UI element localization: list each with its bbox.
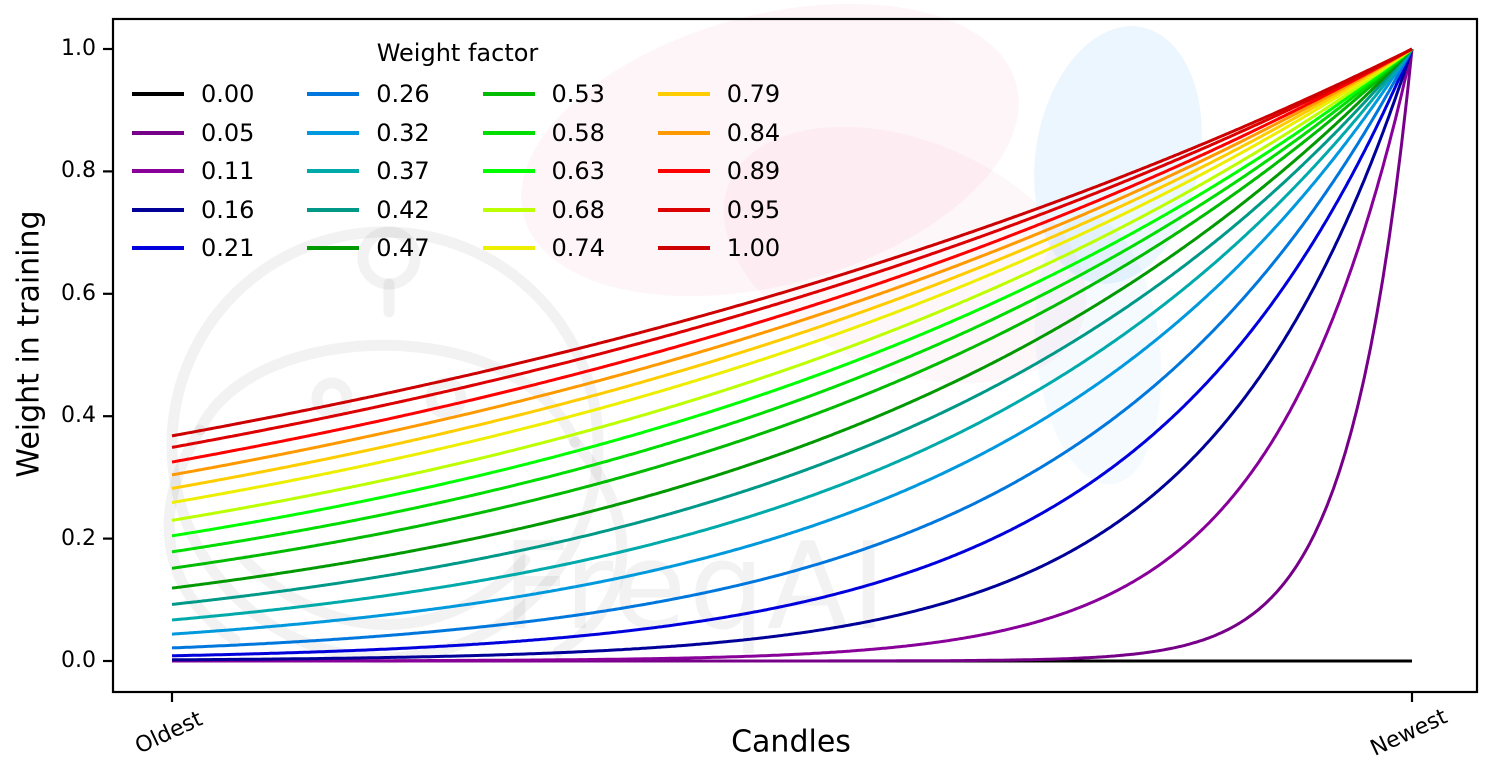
legend-swatch <box>132 92 184 97</box>
legend-entry-label: 0.53 <box>551 80 605 109</box>
legend-entry: 0.68 <box>482 191 608 230</box>
legend-entry: 0.05 <box>132 114 257 153</box>
legend-entry-label: 0.42 <box>376 195 430 224</box>
legend-entry: 0.42 <box>307 191 432 230</box>
x-axis-label: Candles <box>731 724 851 760</box>
legend-swatch <box>132 130 184 135</box>
legend-entry-label: 0.58 <box>551 118 605 147</box>
legend-swatch <box>482 92 535 97</box>
axes-spines <box>111 17 1479 694</box>
y-tick-label: 1.0 <box>61 36 96 61</box>
curve-0.58 <box>171 47 1413 554</box>
legend-entry: 0.32 <box>307 114 432 153</box>
watermark-text: FreqAI <box>502 518 888 657</box>
curve-0.26 <box>171 48 1414 650</box>
legend-swatch <box>307 92 360 97</box>
legend-entry-label: 0.89 <box>726 157 781 186</box>
y-tick-label: 0.2 <box>61 525 96 551</box>
curve-0.95 <box>171 47 1413 449</box>
legend-entry-label: 1.00 <box>726 234 781 263</box>
legend-entry: 0.95 <box>657 191 783 230</box>
y-tick-label: 0.4 <box>61 403 96 429</box>
curve-0.47 <box>171 47 1414 590</box>
legend-entry: 0.58 <box>482 114 608 153</box>
tick-marks <box>103 47 1414 702</box>
curve-0.42 <box>171 48 1414 606</box>
watermark: FreqAI <box>163 3 1202 664</box>
legend-swatch <box>657 246 710 251</box>
legend-swatch <box>657 169 710 174</box>
y-tick-label: 0.0 <box>61 648 96 673</box>
curve-0.53 <box>171 47 1414 570</box>
legend-swatch <box>132 246 184 251</box>
legend-entry: 0.47 <box>307 229 432 268</box>
legend-swatch <box>307 130 360 135</box>
watermark-petal-pink <box>521 3 1019 297</box>
curve-0.63 <box>171 47 1413 538</box>
legend-swatch <box>657 130 710 135</box>
curve-0.84 <box>171 47 1413 477</box>
legend-entry: 0.53 <box>482 75 608 114</box>
axes-group <box>103 17 1479 702</box>
legend-swatch <box>657 92 710 97</box>
legend-swatch <box>132 169 184 174</box>
legend-entry-label: 0.74 <box>551 234 605 263</box>
legend-entry-label: 0.95 <box>726 195 781 224</box>
legend-entry-label: 0.68 <box>551 195 605 224</box>
legend-swatch <box>482 207 535 212</box>
y-tick-label: 0.8 <box>61 158 96 184</box>
legend-entry-label: 0.32 <box>376 118 430 147</box>
legend-entry-label: 0.47 <box>376 234 430 263</box>
legend-swatch <box>482 130 535 135</box>
legend-entry: 0.00 <box>132 75 257 114</box>
legend-grid: 0.00 0.05 0.11 0.16 0.21 0.26 0.32 0.37 0.42 0.47… <box>132 75 783 268</box>
y-axis-label: Weight in training <box>11 210 47 478</box>
curve-0.74 <box>171 47 1413 505</box>
legend-entry-label: 0.37 <box>376 157 430 186</box>
legend-swatch <box>307 169 360 174</box>
curve-0.32 <box>171 48 1414 636</box>
curve-0.21 <box>171 48 1414 658</box>
legend-entry-label: 0.16 <box>201 195 255 224</box>
y-tick-label: 0.6 <box>61 280 96 306</box>
curve-0.16 <box>172 48 1414 662</box>
legend-entry: 0.63 <box>482 152 608 191</box>
legend: Weight factor 0.00 0.05 0.11 0.16 0.21 0.26 0.… <box>132 38 783 268</box>
legend-entry: 0.11 <box>132 152 257 191</box>
legend-entry-label: 0.00 <box>201 80 255 109</box>
legend-entry: 0.84 <box>657 114 783 153</box>
legend-swatch <box>482 169 535 174</box>
legend-swatch <box>657 207 710 212</box>
legend-entry: 0.89 <box>657 152 783 191</box>
legend-title: Weight factor <box>376 39 539 67</box>
legend-entry-label: 0.26 <box>376 80 430 109</box>
curve-0.37 <box>171 48 1414 622</box>
curve-0.79 <box>171 47 1413 490</box>
legend-entry-label: 0.05 <box>201 118 255 147</box>
curves-group <box>171 47 1414 663</box>
curve-0.68 <box>171 47 1413 522</box>
legend-entry: 0.21 <box>132 229 257 268</box>
legend-swatch <box>482 246 535 251</box>
curve-0.89 <box>171 47 1413 464</box>
legend-entry-label: 0.84 <box>726 118 781 147</box>
legend-entry: 0.74 <box>482 229 608 268</box>
curve-0.11 <box>172 48 1414 663</box>
legend-entry-label: 0.11 <box>201 157 255 186</box>
legend-swatch <box>307 246 360 251</box>
legend-entry: 0.79 <box>657 75 783 114</box>
legend-swatch <box>307 207 360 212</box>
curve-1.00 <box>171 47 1413 438</box>
legend-entry-label: 0.63 <box>551 157 605 186</box>
legend-entry-label: 0.21 <box>201 234 255 263</box>
legend-entry: 0.37 <box>307 152 432 191</box>
legend-entry-label: 0.79 <box>726 80 781 109</box>
legend-entry: 0.16 <box>132 191 257 230</box>
legend-entry: 0.26 <box>307 75 432 114</box>
legend-entry: 1.00 <box>657 229 783 268</box>
legend-swatch <box>132 207 184 212</box>
